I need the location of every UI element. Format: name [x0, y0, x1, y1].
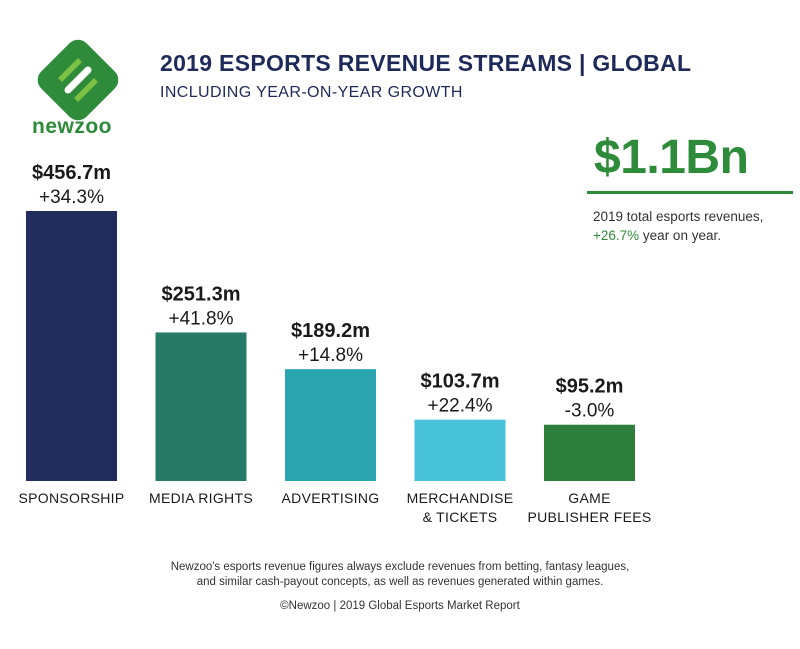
bar-value-label-2: $189.2m [291, 320, 370, 342]
copyright: ©Newzoo | 2019 Global Esports Market Rep… [280, 600, 520, 612]
bar-2 [285, 369, 376, 481]
bar-growth-label-0: +34.3% [39, 187, 104, 208]
footnote: Newzoo's esports revenue figures always … [0, 560, 800, 590]
bar-value-label-3: $103.7m [421, 371, 500, 393]
bar-3 [414, 419, 506, 481]
footnote-line-2: and similar cash-payout concepts, as wel… [196, 576, 604, 588]
category-label-4-0: GAME [568, 490, 610, 506]
bar-growth-label-4: -3.0% [565, 401, 615, 422]
bar-growth-label-1: +41.8% [169, 308, 234, 329]
bar-growth-label-3: +22.4% [428, 396, 493, 417]
bar-value-label-0: $456.7m [32, 162, 111, 184]
bar-1 [155, 332, 247, 481]
bar-0 [26, 211, 117, 481]
category-label-2-0: ADVERTISING [282, 490, 380, 506]
bar-value-label-1: $251.3m [162, 283, 241, 305]
category-label-1-0: MEDIA RIGHTS [149, 490, 253, 506]
total-revenue-value: $1.1Bn [594, 131, 749, 184]
revenue-bar-chart: $456.7m +34.3% SPONSORSHIP $251.3m +41.8% MED… [19, 162, 652, 525]
chart-title: 2019 ESPORTS REVENUE STREAMS | GLOBAL [160, 50, 692, 76]
total-divider [587, 191, 793, 194]
brand-name: newzoo [32, 115, 112, 138]
category-label-3-0: MERCHANDISE [407, 490, 514, 506]
category-label-4-1: PUBLISHER FEES [527, 509, 651, 525]
bar-4 [544, 424, 635, 481]
bar-value-label-4: $95.2m [556, 376, 624, 398]
category-label-0-0: SPONSORSHIP [19, 490, 125, 506]
newzoo-logo-icon [37, 39, 119, 121]
total-desc-prefix: 2019 total esports revenues, [593, 209, 764, 224]
bar-growth-label-2: +14.8% [298, 345, 363, 366]
total-desc-suffix: year on year. [639, 228, 721, 243]
total-growth: +26.7% [593, 228, 640, 243]
total-description: 2019 total esports revenues, +26.7% year… [593, 207, 798, 245]
chart-subtitle: INCLUDING YEAR-ON-YEAR GROWTH [160, 84, 463, 101]
category-label-3-1: & TICKETS [423, 509, 498, 525]
footnote-line-1: Newzoo's esports revenue figures always … [170, 561, 630, 573]
